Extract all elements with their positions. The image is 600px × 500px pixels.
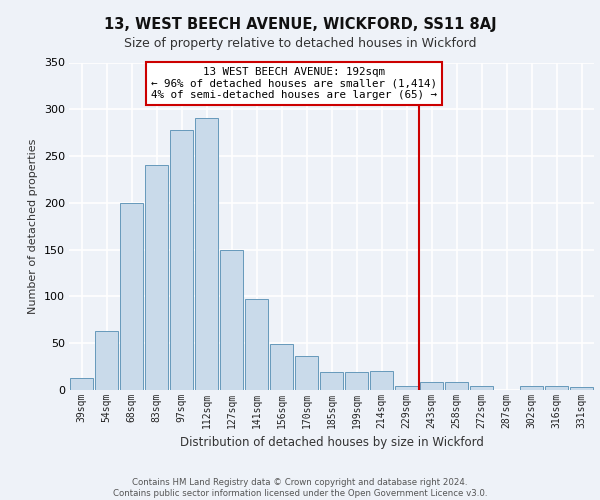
X-axis label: Distribution of detached houses by size in Wickford: Distribution of detached houses by size …: [179, 436, 484, 450]
Bar: [145, 166, 168, 390]
Y-axis label: Number of detached properties: Number of detached properties: [28, 138, 38, 314]
Bar: [245, 299, 268, 390]
Bar: [170, 130, 193, 390]
Bar: [470, 386, 493, 390]
Bar: [345, 372, 368, 390]
Text: 13, WEST BEECH AVENUE, WICKFORD, SS11 8AJ: 13, WEST BEECH AVENUE, WICKFORD, SS11 8A…: [104, 18, 496, 32]
Bar: [370, 372, 393, 390]
Bar: [445, 382, 468, 390]
Bar: [295, 356, 318, 390]
Bar: [570, 387, 593, 390]
Bar: [120, 203, 143, 390]
Bar: [70, 378, 93, 390]
Text: Contains HM Land Registry data © Crown copyright and database right 2024.
Contai: Contains HM Land Registry data © Crown c…: [113, 478, 487, 498]
Bar: [220, 250, 243, 390]
Bar: [395, 386, 418, 390]
Bar: [545, 386, 568, 390]
Bar: [320, 372, 343, 390]
Bar: [195, 118, 218, 390]
Text: Size of property relative to detached houses in Wickford: Size of property relative to detached ho…: [124, 38, 476, 51]
Bar: [270, 344, 293, 390]
Bar: [420, 382, 443, 390]
Bar: [95, 331, 118, 390]
Bar: [520, 386, 543, 390]
Text: 13 WEST BEECH AVENUE: 192sqm
← 96% of detached houses are smaller (1,414)
4% of : 13 WEST BEECH AVENUE: 192sqm ← 96% of de…: [151, 67, 437, 100]
